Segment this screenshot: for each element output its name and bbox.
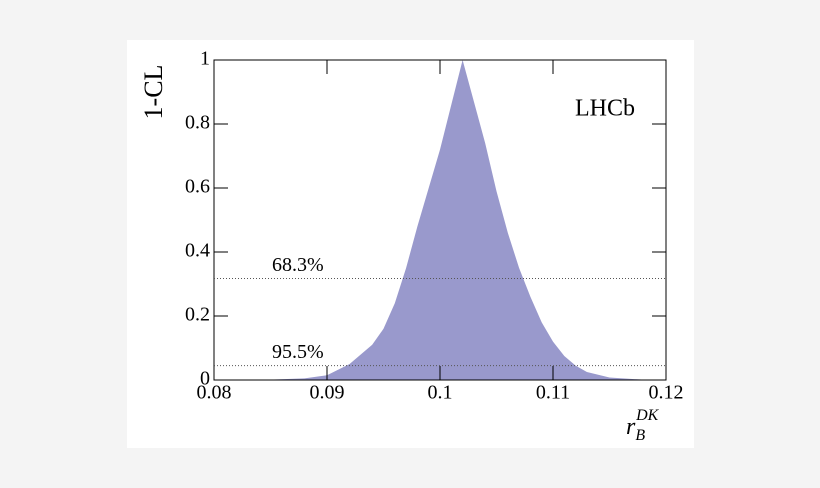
y-tick-label: 1 [200,48,210,70]
x-label-sup: DK [635,407,660,424]
x-tick-label: 0.09 [310,382,345,404]
x-axis-label: rB DK [626,407,660,444]
x-label-base: r [626,414,636,440]
plot-area [214,60,666,380]
y-tick-label: 0 [200,368,210,390]
x-tick-label: 0.11 [536,382,570,404]
y-tick-label: 0.8 [185,112,210,134]
y-axis-label: 1-CL [139,65,168,120]
y-tick-label: 0.2 [185,304,210,326]
x-label-sub: B [635,427,645,444]
y-tick-label: 0.4 [185,240,210,262]
threshold-label: 68.3% [272,254,324,276]
x-tick-label: 0.08 [197,382,232,404]
x-tick-label: 0.1 [428,382,453,404]
threshold-label: 95.5% [272,341,324,363]
x-tick-label: 0.12 [649,382,684,404]
annotation: LHCb [575,96,635,122]
y-tick-label: 0.6 [185,176,210,198]
area [214,60,666,380]
